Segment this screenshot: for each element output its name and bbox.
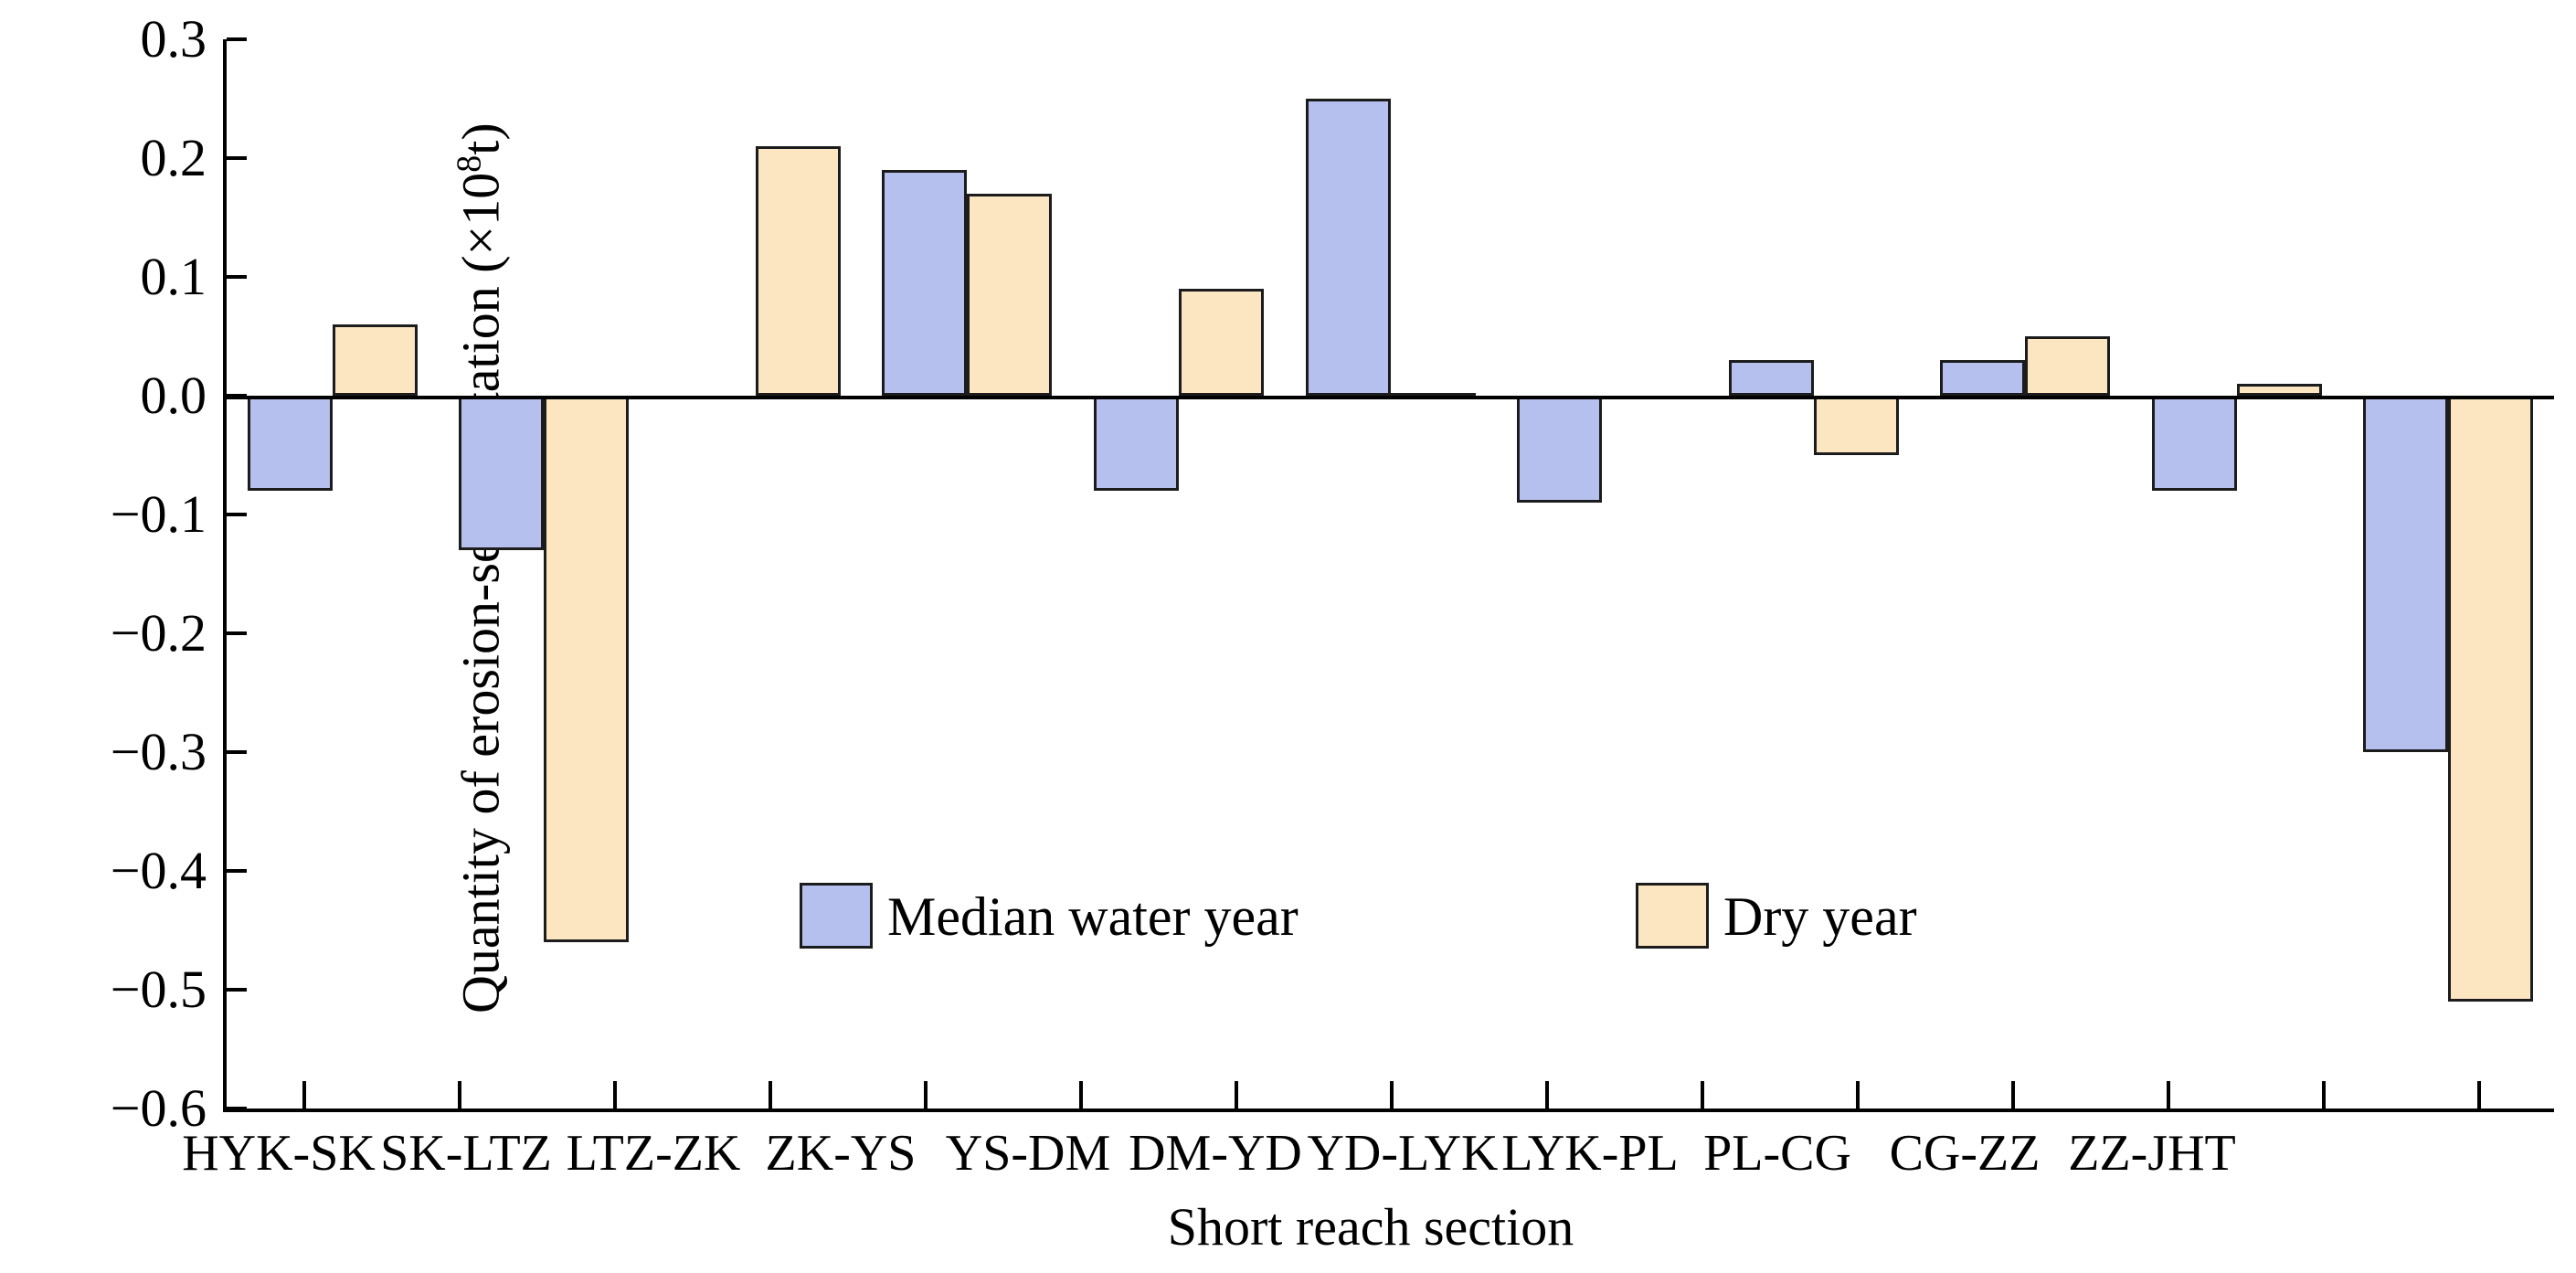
y-tick-0.1 xyxy=(227,275,247,279)
y-tick-label-−0.5: −0.5 xyxy=(110,960,207,1019)
x-tick-1 xyxy=(458,1081,461,1109)
x-tick-4 xyxy=(924,1081,928,1109)
bar-ZK-YS-dry-year xyxy=(967,194,1053,396)
x-tick-8 xyxy=(1545,1081,1549,1109)
x-category-label-DM-YD: DM-YD xyxy=(1129,1125,1302,1182)
y-tick-label-0.2: 0.2 xyxy=(140,128,207,187)
x-category-label-ZK-YS: ZK-YS xyxy=(765,1125,917,1182)
x-category-label-LYK-PL: LYK-PL xyxy=(1501,1125,1679,1182)
x-category-label-YS-DM: YS-DM xyxy=(945,1125,1111,1182)
x-category-label-YD-LYK: YD-LYK xyxy=(1307,1125,1499,1182)
x-category-label-PL-CG: PL-CG xyxy=(1703,1125,1851,1182)
zero-baseline xyxy=(227,396,2554,399)
bar-SK-LTZ-median-water-year xyxy=(459,396,545,550)
y-tick-label-−0.1: −0.1 xyxy=(110,484,207,544)
legend-label-median-water-year: Median water year xyxy=(887,886,1299,947)
x-axis-spine xyxy=(223,1109,2554,1112)
bar-PL-CG-median-water-year xyxy=(1940,360,2026,396)
x-tick-0 xyxy=(302,1081,306,1109)
x-tick-7 xyxy=(1390,1081,1394,1109)
legend-swatch-median-water-year xyxy=(800,883,873,949)
y-tick-−0.1 xyxy=(227,513,247,516)
x-tick-2 xyxy=(613,1081,617,1109)
y-tick-label-−0.2: −0.2 xyxy=(110,603,207,663)
x-tick-13 xyxy=(2322,1081,2326,1109)
bar-CG-ZZ-dry-year xyxy=(2236,384,2322,396)
y-tick-−0.5 xyxy=(227,988,247,992)
y-tick-0.2 xyxy=(227,156,247,160)
bar-LYK-PL-dry-year xyxy=(1813,396,1899,455)
legend-label-dry-year: Dry year xyxy=(1723,886,1917,947)
x-tick-12 xyxy=(2167,1081,2170,1109)
y-tick-0.3 xyxy=(227,37,247,41)
y-axis-spine xyxy=(223,39,227,1112)
bar-YD-LYK-median-water-year xyxy=(1517,396,1603,503)
x-tick-10 xyxy=(1856,1081,1860,1109)
bar-CG-ZZ-median-water-year xyxy=(2151,396,2237,491)
x-category-label-SK-LTZ: SK-LTZ xyxy=(380,1125,552,1182)
bar-ZZ-JHT-median-water-year xyxy=(2363,396,2449,752)
x-tick-5 xyxy=(1079,1081,1083,1109)
x-tick-11 xyxy=(2011,1081,2015,1109)
bar-LYK-PL-median-water-year xyxy=(1728,360,1814,396)
x-category-label-LTZ-ZK: LTZ-ZK xyxy=(566,1125,741,1182)
y-tick-label-−0.6: −0.6 xyxy=(110,1078,207,1138)
y-tick-label-−0.3: −0.3 xyxy=(110,722,207,781)
bar-PL-CG-dry-year xyxy=(2025,336,2111,396)
y-tick-−0.2 xyxy=(227,631,247,635)
x-axis-title: Short reach section xyxy=(1167,1197,1574,1257)
x-tick-9 xyxy=(1701,1081,1704,1109)
y-tick-label-0.1: 0.1 xyxy=(140,247,207,306)
x-category-label-ZZ-JHT: ZZ-JHT xyxy=(2068,1125,2236,1182)
legend-swatch-dry-year xyxy=(1636,883,1709,949)
x-tick-14 xyxy=(2477,1081,2481,1109)
bar-ZK-YS-median-water-year xyxy=(882,170,968,396)
y-tick-−0.3 xyxy=(227,750,247,754)
bar-SK-LTZ-dry-year xyxy=(544,396,630,942)
y-tick-−0.4 xyxy=(227,869,247,873)
x-tick-3 xyxy=(769,1081,772,1109)
x-category-label-HYK-SK: HYK-SK xyxy=(182,1125,376,1182)
x-tick-6 xyxy=(1235,1081,1238,1109)
y-tick-label-0.0: 0.0 xyxy=(140,366,207,425)
plot-area: Median water year Dry year xyxy=(223,37,2554,1112)
y-tick-label-0.3: 0.3 xyxy=(140,9,207,69)
bar-HYK-SK-median-water-year xyxy=(247,396,333,491)
bar-ZZ-JHT-dry-year xyxy=(2448,396,2534,1002)
x-category-label-CG-ZZ: CG-ZZ xyxy=(1889,1125,2041,1182)
bar-YS-DM-median-water-year xyxy=(1093,396,1179,491)
bar-YS-DM-dry-year xyxy=(1178,289,1264,396)
bar-DM-YD-median-water-year xyxy=(1305,99,1391,396)
bar-HYK-SK-dry-year xyxy=(332,324,418,396)
bar-LTZ-ZK-dry-year xyxy=(755,146,841,396)
y-tick-label-−0.4: −0.4 xyxy=(110,841,207,900)
y-tick-−0.6 xyxy=(227,1107,247,1110)
